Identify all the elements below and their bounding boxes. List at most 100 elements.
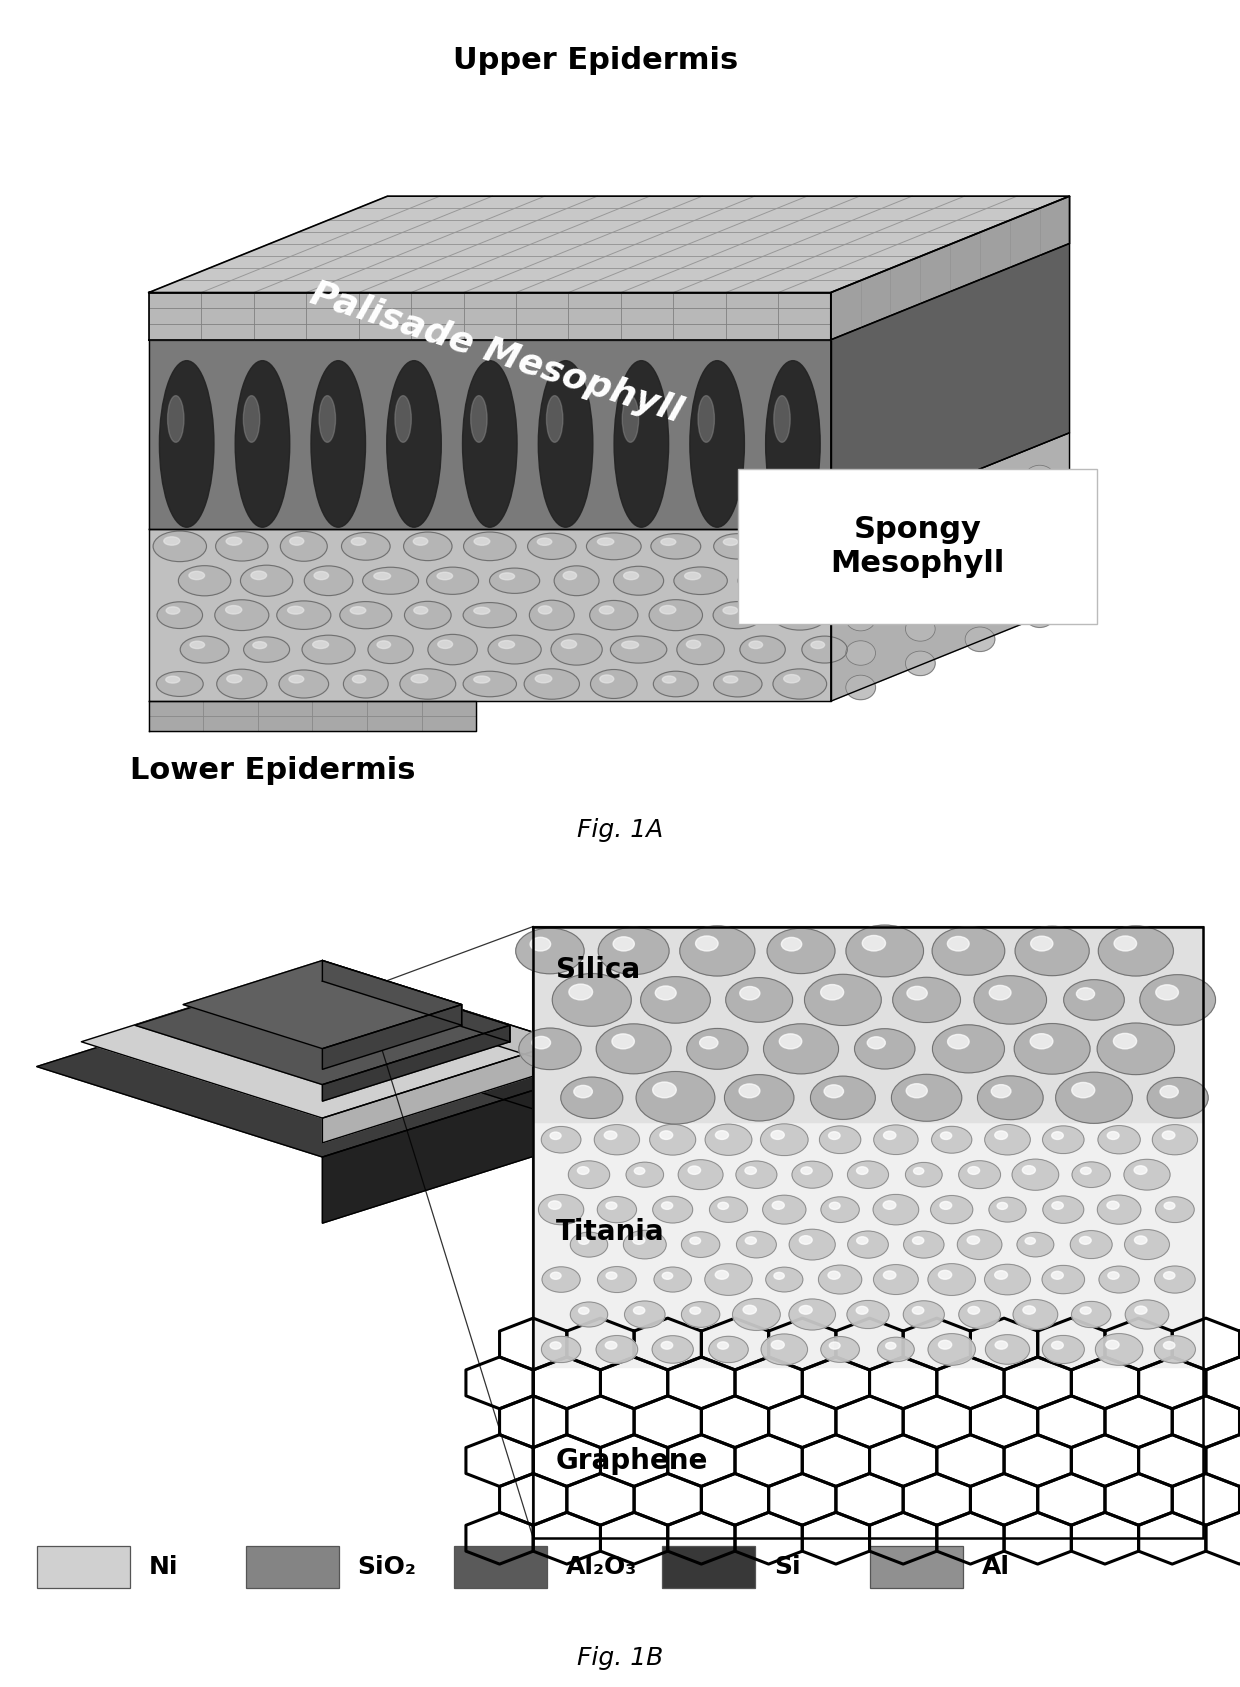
Circle shape <box>1154 1265 1195 1292</box>
Circle shape <box>1042 1265 1085 1294</box>
Ellipse shape <box>649 599 703 631</box>
Circle shape <box>709 1336 748 1363</box>
Text: Fig. 1A: Fig. 1A <box>577 818 663 842</box>
Circle shape <box>928 1264 976 1296</box>
Ellipse shape <box>590 601 637 629</box>
Ellipse shape <box>765 361 820 528</box>
Ellipse shape <box>1024 499 1054 525</box>
Circle shape <box>1114 1034 1137 1049</box>
Circle shape <box>516 928 584 973</box>
Ellipse shape <box>226 536 242 545</box>
Text: Palisade Mesophyll: Palisade Mesophyll <box>306 277 686 428</box>
Circle shape <box>743 1306 756 1314</box>
Ellipse shape <box>677 634 724 665</box>
Circle shape <box>1163 1272 1174 1279</box>
Polygon shape <box>322 960 461 1026</box>
Ellipse shape <box>243 396 259 442</box>
Circle shape <box>1052 1272 1063 1279</box>
Circle shape <box>613 936 635 951</box>
Circle shape <box>771 1130 784 1139</box>
Circle shape <box>893 977 961 1022</box>
Circle shape <box>761 1334 807 1365</box>
Circle shape <box>652 1336 693 1363</box>
Polygon shape <box>149 702 476 732</box>
Circle shape <box>1107 1132 1118 1139</box>
Ellipse shape <box>614 567 663 596</box>
Ellipse shape <box>529 601 574 631</box>
Ellipse shape <box>905 617 935 641</box>
Ellipse shape <box>463 602 517 628</box>
Circle shape <box>532 1036 551 1049</box>
Circle shape <box>1012 1159 1059 1191</box>
Ellipse shape <box>279 670 329 698</box>
Ellipse shape <box>551 634 603 665</box>
Circle shape <box>538 1194 584 1225</box>
Circle shape <box>735 1161 777 1188</box>
Ellipse shape <box>164 536 180 545</box>
Circle shape <box>696 936 718 951</box>
Circle shape <box>883 1270 895 1279</box>
Ellipse shape <box>547 396 563 442</box>
Circle shape <box>1052 1132 1063 1139</box>
Ellipse shape <box>368 636 413 663</box>
Circle shape <box>905 1162 942 1188</box>
Circle shape <box>1080 1237 1091 1245</box>
Circle shape <box>1107 1201 1118 1210</box>
Circle shape <box>560 1076 622 1118</box>
Ellipse shape <box>774 396 790 442</box>
Circle shape <box>760 1124 808 1156</box>
Circle shape <box>1140 975 1215 1026</box>
Circle shape <box>548 1201 560 1210</box>
Circle shape <box>789 1230 836 1260</box>
Ellipse shape <box>689 361 744 528</box>
Circle shape <box>789 1299 836 1329</box>
Circle shape <box>733 1299 780 1331</box>
Ellipse shape <box>624 572 639 580</box>
Circle shape <box>774 1272 784 1279</box>
Circle shape <box>805 975 882 1026</box>
Circle shape <box>596 1336 637 1363</box>
Circle shape <box>653 1267 692 1292</box>
Circle shape <box>990 1198 1025 1221</box>
Ellipse shape <box>280 531 327 562</box>
Circle shape <box>821 1336 859 1363</box>
Polygon shape <box>533 926 1203 1122</box>
Circle shape <box>939 1339 951 1350</box>
Circle shape <box>781 938 802 951</box>
Circle shape <box>968 1306 980 1314</box>
Ellipse shape <box>748 572 763 580</box>
Ellipse shape <box>740 636 785 663</box>
Circle shape <box>913 1237 924 1245</box>
Ellipse shape <box>749 641 763 648</box>
Ellipse shape <box>236 361 290 528</box>
Circle shape <box>967 1237 980 1245</box>
Circle shape <box>551 1341 560 1350</box>
Polygon shape <box>322 977 608 1132</box>
Circle shape <box>660 1130 672 1139</box>
Circle shape <box>1076 989 1095 1000</box>
Ellipse shape <box>785 536 800 545</box>
Polygon shape <box>322 965 563 1066</box>
Circle shape <box>1163 1341 1176 1350</box>
Circle shape <box>957 1230 1002 1260</box>
Ellipse shape <box>404 601 451 629</box>
Circle shape <box>579 1307 589 1314</box>
Ellipse shape <box>1024 466 1054 489</box>
Circle shape <box>718 1341 729 1350</box>
Circle shape <box>959 1301 1001 1328</box>
Circle shape <box>1071 1301 1111 1328</box>
Circle shape <box>568 1161 610 1188</box>
Ellipse shape <box>662 676 676 683</box>
Circle shape <box>604 1130 618 1139</box>
Ellipse shape <box>373 572 391 580</box>
Polygon shape <box>322 967 510 1043</box>
Circle shape <box>985 1125 1030 1156</box>
Polygon shape <box>831 434 1069 702</box>
Circle shape <box>682 1232 719 1257</box>
Ellipse shape <box>438 639 453 648</box>
Ellipse shape <box>905 548 935 572</box>
Circle shape <box>725 977 792 1022</box>
Ellipse shape <box>1024 535 1054 558</box>
Ellipse shape <box>474 676 490 683</box>
Circle shape <box>1070 1230 1112 1259</box>
